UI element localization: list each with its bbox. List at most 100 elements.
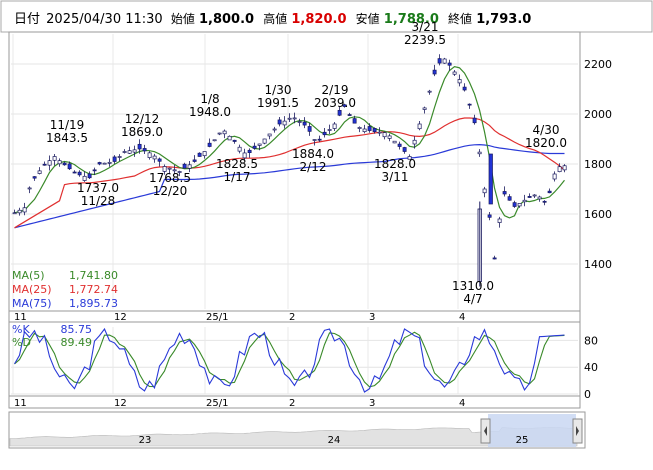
candle-body [227,135,232,141]
ma-legend-value: 1,895.73 [69,297,118,310]
candle-body [507,196,512,201]
stochastic-panel [8,321,581,397]
candle-body [297,121,302,123]
candle-body [502,191,507,195]
month-label: 2 [289,312,295,323]
annotation-price: 1820.0 [525,136,567,150]
candle-body [417,123,422,130]
candle-body [542,200,547,203]
candle-body [137,143,142,150]
candle-body [37,170,42,174]
annotation-price: 1948.0 [189,105,231,119]
candle-body [77,171,82,176]
ma5-line [14,66,565,219]
annotation-date: 4/7 [463,292,482,306]
candle-body [257,143,262,146]
candle-body [187,164,192,169]
svg-text:日付 2025/04/30 11:30: 日付 2025/04/30 11:30 始値 1,800.0 高値 1,820.… [14,11,531,27]
stochastic-tick-label: 0 [584,388,591,401]
month-label: 4 [459,312,465,323]
annotation-price: 2239.5 [404,33,446,47]
candle-body [237,146,242,152]
candle-body [17,209,22,214]
candle-body [147,152,152,158]
month-label: 3 [369,312,375,323]
month-labels-lower: 11 12 25/1 2 3 4 [14,398,465,409]
annotation-date: 1/17 [224,170,251,184]
candle-body [132,149,137,153]
candle-body [87,173,92,179]
candle-body [537,196,542,200]
range-scroller-content: 23 24 25 [9,414,583,447]
candle-body [447,62,452,66]
candle-body [402,147,407,152]
chevron-right-icon [576,426,579,436]
candle-body [442,58,447,64]
candle-body [492,257,497,260]
stochastic-tick-label: 80 [584,334,598,347]
candle-body [162,166,167,172]
candlesticks [12,54,567,287]
month-labels-upper: 11 12 25/1 2 3 4 [14,312,465,323]
candle-body [332,123,337,129]
scroller-selection[interactable] [488,414,576,447]
candle-body [107,161,112,164]
stochastic-axis: 0 40 80 [584,334,598,401]
candle-body [347,114,352,116]
stochastic-legend-value: 85.75 [61,323,93,336]
candle-body [57,160,62,165]
candle-body [12,212,17,215]
candle-body [487,214,492,218]
candle-body [152,155,157,160]
candle-body [122,151,127,153]
annotation-date: 12/20 [153,184,188,198]
ma75-line [14,143,565,229]
candle-body [532,194,537,197]
candle-body [112,156,117,162]
candle-body [387,135,392,139]
annotation-price: 1869.0 [121,125,163,139]
close-label: 終値 [448,11,472,26]
candle-body [342,104,347,107]
candle-body [157,158,162,162]
candle-body [67,163,72,170]
month-label: 25/1 [206,398,228,409]
candle-body [47,160,52,166]
price-tick-label: 2000 [584,108,612,121]
candle-body [562,165,567,171]
low-value: 1,788.0 [384,12,439,27]
candle-body [212,139,217,142]
stochastic-k-line [14,327,565,393]
stochastic-legend-value: 89.49 [61,336,93,349]
stochastic-legend: %K 85.75 %D 89.49 [12,323,92,349]
candle-body [367,126,372,131]
candle-body [142,148,147,152]
price-tick-label: 1400 [584,258,612,271]
annotation-date: 1/30 [265,83,292,97]
candle-body [277,119,282,125]
ma-legend-label: MA(25) [12,283,52,296]
ma-legend-label: MA(5) [12,269,45,282]
candle-body [182,163,187,169]
candle-body [407,156,412,160]
candle-body [462,86,467,91]
price-tick-label: 1800 [584,158,612,171]
candle-body [467,103,472,106]
month-label: 2 [289,398,295,409]
scroller-year-label: 24 [328,435,341,446]
candle-body [247,149,252,154]
candle-body [192,159,197,162]
candle-body [422,107,427,110]
date-label: 日付 [14,12,40,27]
candle-body [372,128,377,133]
annotation-price: 1828.0 [374,157,416,171]
candle-body [392,140,397,144]
month-label: 12 [114,312,127,323]
candle-body [362,128,367,133]
candle-body [52,156,57,161]
ma-legend-value: 1,772.74 [69,283,118,296]
candle-body [82,175,87,181]
candle-body [552,173,557,180]
